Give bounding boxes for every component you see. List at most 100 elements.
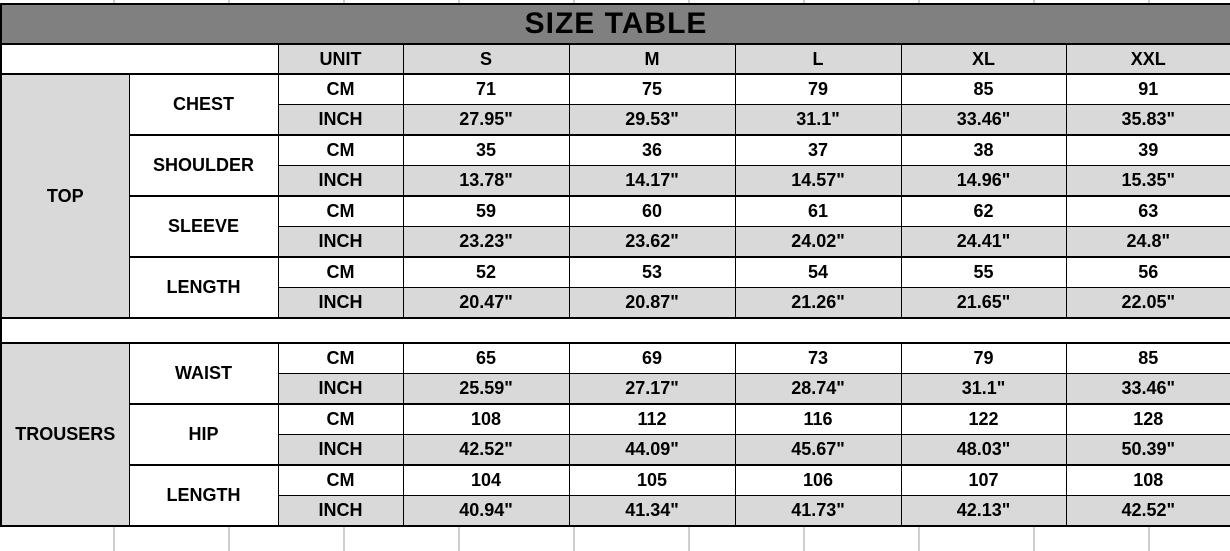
size-value-cell: 75: [568, 73, 736, 105]
measurement-label-chest: CHEST: [128, 73, 279, 136]
size-value-cell: 60: [568, 195, 736, 227]
unit-cell-inch: INCH: [277, 287, 404, 319]
size-value-cell: 37: [734, 134, 902, 166]
size-value-cell: 28.74": [734, 373, 902, 405]
unit-cell-cm: CM: [277, 464, 404, 496]
size-value-cell: 50.39": [1065, 434, 1230, 466]
size-value-cell: 42.52": [402, 434, 570, 466]
size-value-cell: 14.17": [568, 165, 736, 197]
section-spacer-row: [0, 317, 1230, 344]
size-value-cell: 59: [402, 195, 570, 227]
size-value-cell: 106: [734, 464, 902, 496]
table-row: TROUSERS WAIST CM 65 69 73 79 85: [0, 342, 1230, 527]
unit-cell-cm: CM: [277, 134, 404, 166]
category-cell-trousers: TROUSERS: [0, 342, 130, 527]
size-value-cell: 20.87": [568, 287, 736, 319]
table-row: LENGTH CM 104 105 106 107 108: [1, 464, 1230, 527]
size-value-cell: 39: [1065, 134, 1230, 166]
size-value-cell: 25.59": [402, 373, 570, 405]
table-row: TOP CHEST CM 71 75 79 85 91: [0, 73, 1230, 319]
size-value-cell: 21.65": [900, 287, 1067, 319]
size-table: SIZE TABLE UNIT S M L XL XXL TOP CHEST C…: [0, 3, 1230, 527]
size-value-cell: 24.8": [1065, 226, 1230, 258]
size-value-cell: 48.03": [900, 434, 1067, 466]
size-column-header: XL: [900, 43, 1067, 75]
size-value-cell: 27.17": [568, 373, 736, 405]
table-row: INCH 23.23" 23.62" 24.02" 24.41" 24.8": [1, 226, 1230, 258]
size-value-cell: 23.23": [402, 226, 570, 258]
table-row: INCH 20.47" 20.87" 21.26" 21.65" 22.05": [1, 287, 1230, 319]
size-value-cell: 79: [900, 342, 1067, 374]
table-row: SLEEVE CM 59 60 61 62 63: [1, 195, 1230, 258]
size-value-cell: 14.96": [900, 165, 1067, 197]
size-value-cell: 41.34": [568, 495, 736, 527]
unit-cell-inch: INCH: [277, 373, 404, 405]
size-value-cell: 52: [402, 256, 570, 288]
size-value-cell: 69: [568, 342, 736, 374]
unit-cell-inch: INCH: [277, 434, 404, 466]
size-value-cell: 27.95": [402, 104, 570, 136]
unit-cell-inch: INCH: [277, 495, 404, 527]
size-value-cell: 33.46": [900, 104, 1067, 136]
size-value-cell: 14.57": [734, 165, 902, 197]
size-value-cell: 63: [1065, 195, 1230, 227]
table-row: SHOULDER CM 35 36 37 38 39: [1, 134, 1230, 197]
size-value-cell: 62: [900, 195, 1067, 227]
size-value-cell: 112: [568, 403, 736, 435]
size-value-cell: 42.52": [1065, 495, 1230, 527]
size-value-cell: 24.41": [900, 226, 1067, 258]
size-column-header: S: [402, 43, 570, 75]
size-value-cell: 53: [568, 256, 736, 288]
size-value-cell: 61: [734, 195, 902, 227]
table-row: INCH 42.52" 44.09" 45.67" 48.03" 50.39": [1, 434, 1230, 466]
size-value-cell: 122: [900, 403, 1067, 435]
size-value-cell: 33.46": [1065, 373, 1230, 405]
size-value-cell: 13.78": [402, 165, 570, 197]
unit-column-header: UNIT: [277, 43, 404, 75]
size-value-cell: 116: [734, 403, 902, 435]
size-value-cell: 79: [734, 73, 902, 105]
size-value-cell: 35: [402, 134, 570, 166]
unit-cell-cm: CM: [277, 403, 404, 435]
size-value-cell: 108: [402, 403, 570, 435]
size-value-cell: 31.1": [900, 373, 1067, 405]
measurement-label-sleeve: SLEEVE: [128, 195, 279, 258]
size-value-cell: 42.13": [900, 495, 1067, 527]
gridline-strip-bottom: [0, 527, 1230, 551]
title-row: SIZE TABLE: [0, 3, 1230, 45]
size-value-cell: 24.02": [734, 226, 902, 258]
size-value-cell: 85: [1065, 342, 1230, 374]
size-column-header: M: [568, 43, 736, 75]
unit-cell-cm: CM: [277, 195, 404, 227]
size-value-cell: 108: [1065, 464, 1230, 496]
table-row: INCH 25.59" 27.17" 28.74" 31.1" 33.46": [1, 373, 1230, 405]
size-value-cell: 104: [402, 464, 570, 496]
size-value-cell: 31.1": [734, 104, 902, 136]
table-row: HIP CM 108 112 116 122 128: [1, 403, 1230, 466]
size-column-header: L: [734, 43, 902, 75]
size-value-cell: 44.09": [568, 434, 736, 466]
table-row: INCH 13.78" 14.17" 14.57" 14.96" 15.35": [1, 165, 1230, 197]
size-value-cell: 35.83": [1065, 104, 1230, 136]
size-value-cell: 38: [900, 134, 1067, 166]
gridline-strip-top: [0, 0, 1230, 3]
size-value-cell: 21.26": [734, 287, 902, 319]
measurement-label-shoulder: SHOULDER: [128, 134, 279, 197]
size-value-cell: 22.05": [1065, 287, 1230, 319]
size-value-cell: 65: [402, 342, 570, 374]
size-value-cell: 71: [402, 73, 570, 105]
size-value-cell: 23.62": [568, 226, 736, 258]
size-value-cell: 107: [900, 464, 1067, 496]
spacer-cell: [0, 317, 1230, 344]
size-value-cell: 73: [734, 342, 902, 374]
size-value-cell: 15.35": [1065, 165, 1230, 197]
size-value-cell: 55: [900, 256, 1067, 288]
category-cell-top: TOP: [0, 73, 130, 319]
unit-cell-inch: INCH: [277, 226, 404, 258]
size-value-cell: 41.73": [734, 495, 902, 527]
table-row: INCH 27.95" 29.53" 31.1" 33.46" 35.83": [1, 104, 1230, 136]
size-value-cell: 105: [568, 464, 736, 496]
size-value-cell: 40.94": [402, 495, 570, 527]
header-row: UNIT S M L XL XXL: [0, 43, 1230, 75]
size-value-cell: 91: [1065, 73, 1230, 105]
